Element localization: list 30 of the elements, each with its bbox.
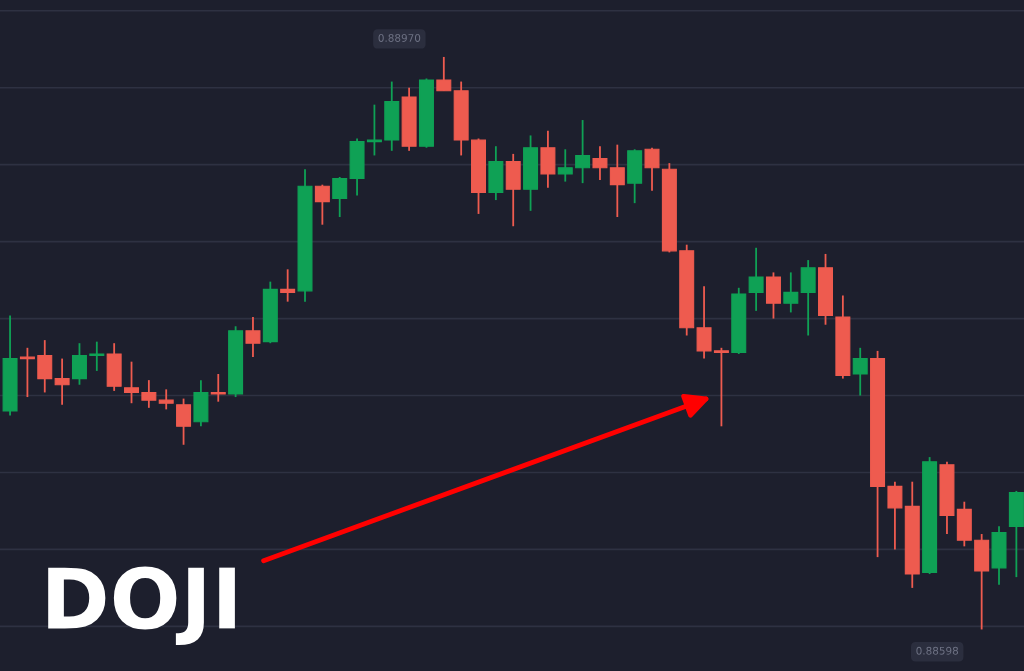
candlestick bbox=[696, 285, 712, 360]
candlestick bbox=[71, 342, 87, 386]
candlestick bbox=[852, 346, 868, 397]
candlestick bbox=[557, 148, 573, 183]
candlestick bbox=[37, 339, 53, 394]
candlestick bbox=[713, 346, 729, 428]
candlestick bbox=[332, 176, 348, 218]
candlestick bbox=[314, 183, 330, 226]
candlestick bbox=[210, 373, 226, 403]
annotation: DOJI bbox=[48, 566, 235, 646]
candlestick bbox=[575, 119, 591, 185]
candlestick bbox=[609, 143, 625, 218]
annotation: 0.88970 bbox=[378, 34, 421, 42]
candlestick bbox=[54, 357, 70, 406]
candlestick bbox=[748, 246, 764, 312]
candlestick bbox=[592, 145, 608, 181]
candlestick bbox=[644, 146, 660, 192]
candlestick bbox=[89, 340, 105, 372]
candlestick bbox=[124, 360, 140, 405]
candlestick bbox=[280, 268, 296, 303]
candlestick bbox=[141, 379, 157, 409]
candlestick bbox=[19, 346, 35, 398]
candlestick bbox=[176, 397, 192, 446]
candlestick bbox=[783, 271, 799, 314]
candlestick bbox=[436, 56, 452, 92]
candlestick bbox=[887, 480, 903, 551]
candlestick bbox=[366, 103, 382, 157]
candlestick bbox=[158, 388, 174, 411]
candlestick bbox=[245, 316, 261, 358]
annotation: 0.88598 bbox=[916, 646, 959, 655]
